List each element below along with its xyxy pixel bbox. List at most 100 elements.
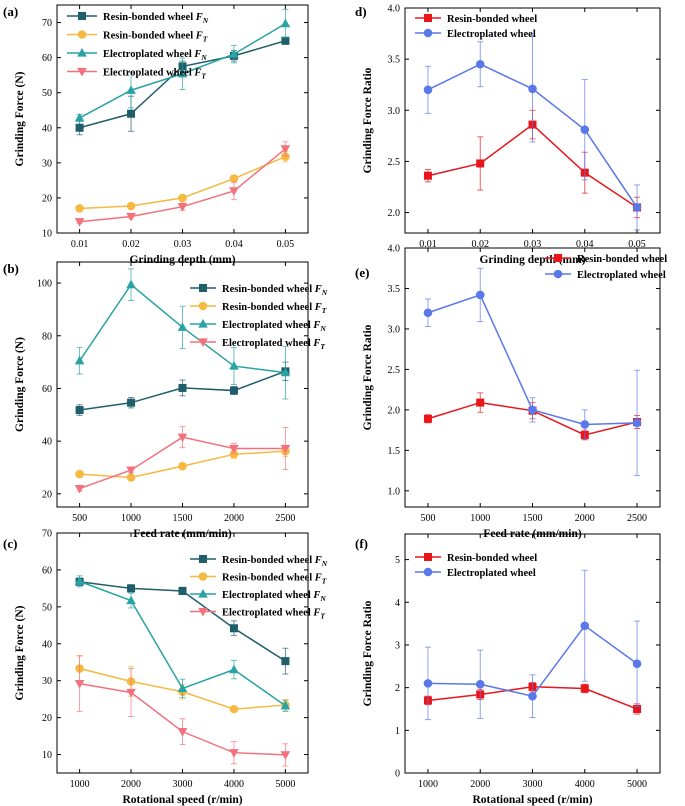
- x-tick-label: 3000: [523, 779, 543, 790]
- x-tick-label: 500: [72, 513, 87, 524]
- chart-panel-c: 1000 2000 3000 4000 5000 10 20 30 40 50 60 70 Rotati…: [3, 529, 328, 806]
- x-tick-label: 5000: [275, 779, 295, 790]
- series-1: [423, 35, 642, 231]
- panel-label: (b): [3, 261, 19, 276]
- data-point: [177, 728, 188, 737]
- y-tick-label: 40: [42, 437, 52, 448]
- legend-force-subscript: T: [203, 35, 208, 44]
- data-point: [178, 586, 187, 595]
- data-point: [74, 576, 85, 585]
- data-point: [229, 361, 239, 370]
- legend-force-symbol: F: [193, 31, 203, 42]
- data-point: [177, 322, 188, 331]
- y-axis-label: Grinding Force (N): [14, 605, 26, 700]
- data-point: [74, 112, 85, 122]
- data-point: [178, 383, 187, 392]
- x-axis-label: Rotational speed (r/min): [122, 794, 242, 806]
- legend-marker: [77, 48, 87, 57]
- panel-label: (e): [355, 265, 369, 280]
- data-point: [281, 36, 290, 45]
- legend-force-subscript: N: [202, 16, 209, 25]
- legend-marker: [199, 284, 207, 292]
- data-point: [229, 624, 238, 633]
- legend-force-subscript: N: [321, 559, 328, 568]
- data-point: [423, 171, 432, 180]
- y-tick-label: 5: [395, 555, 400, 566]
- y-tick-label: 70: [42, 529, 52, 540]
- legend-force-subscript: N: [200, 53, 207, 62]
- data-point: [476, 398, 485, 407]
- legend-marker: [553, 269, 563, 279]
- legend-marker: [424, 14, 432, 22]
- legend-marker: [77, 30, 87, 39]
- x-tick-label: 2500: [275, 513, 295, 524]
- x-tick-label: 0.04: [576, 239, 594, 250]
- y-tick-label: 100: [37, 279, 52, 290]
- legend-label: Electroplated wheel: [447, 568, 536, 579]
- y-tick-label: 3.5: [388, 284, 401, 295]
- legend-label: Electroplated wheel: [447, 29, 536, 40]
- legend-marker: [198, 607, 208, 617]
- legend-label: Resin-bonded wheel FT: [222, 302, 327, 315]
- data-point: [126, 473, 136, 482]
- x-tick-label: 0.05: [628, 239, 646, 250]
- legend: Resin-bonded wheel FN Resin-bonded wheel …: [190, 284, 328, 351]
- y-axis-label: Grinding Force Ratio: [362, 324, 374, 430]
- data-point: [177, 433, 188, 443]
- data-point: [580, 125, 590, 135]
- legend-label: Resin-bonded wheel FN: [222, 555, 328, 568]
- data-point: [126, 595, 136, 605]
- y-tick-label: 60: [42, 565, 52, 576]
- y-tick-label: 4.0: [388, 4, 401, 15]
- y-tick-label: 2.5: [388, 365, 401, 376]
- chart-panel-a: 0.01 0.02 0.03 0.04 0.05 10 20 30 40 50 60 70 Grindi…: [3, 4, 309, 266]
- x-tick-label: 3000: [173, 779, 193, 790]
- y-tick-label: 60: [42, 384, 52, 395]
- data-point: [74, 355, 85, 365]
- data-point: [476, 159, 485, 168]
- chart-panel-e: 500 1000 1500 2000 2500 1.0 1.5 2.0 2.5 3.0 3.5 4.0…: [355, 244, 667, 541]
- x-tick-label: 5000: [627, 779, 647, 790]
- legend-marker: [77, 67, 87, 77]
- data-point: [632, 659, 642, 669]
- series-2: [74, 9, 291, 122]
- data-point: [126, 688, 136, 698]
- series-3: [74, 141, 291, 227]
- data-point: [178, 461, 187, 471]
- legend-marker: [199, 555, 207, 563]
- legend-marker: [78, 12, 86, 20]
- y-tick-label: 4: [395, 598, 400, 609]
- data-point: [75, 406, 84, 415]
- data-point: [229, 187, 239, 196]
- data-point: [423, 414, 432, 423]
- x-tick-label: 0.01: [419, 239, 437, 250]
- data-point: [528, 691, 537, 701]
- x-tick-label: 1000: [470, 513, 490, 524]
- data-point: [229, 749, 239, 758]
- data-point: [580, 420, 590, 429]
- chart-panel-f: 1000 2000 3000 4000 5000 0 1 2 3 4 5 Rotational spe…: [355, 533, 661, 806]
- legend: Resin-bonded wheel FN Resin-bonded wheel …: [67, 12, 209, 81]
- data-point: [475, 290, 485, 300]
- data-point: [423, 85, 433, 95]
- y-tick-label: 20: [42, 193, 52, 204]
- y-tick-label: 1.0: [388, 486, 401, 497]
- data-point: [177, 68, 188, 78]
- series-3: [74, 426, 291, 494]
- data-point: [280, 751, 291, 760]
- x-tick-label: 2000: [121, 779, 141, 790]
- data-point: [177, 683, 188, 693]
- legend-force-symbol: F: [192, 68, 202, 79]
- panel-label: (f): [355, 536, 368, 551]
- legend-force-subscript: T: [201, 72, 206, 81]
- data-point: [127, 109, 136, 118]
- y-axis-label: Grinding Force Ratio: [362, 600, 374, 706]
- y-axis-label: Grinding Force (N): [14, 71, 26, 166]
- y-tick-label: 2.5: [388, 157, 401, 168]
- legend-label: Resin-bonded wheel FT: [103, 31, 208, 44]
- x-tick-label: 0.01: [71, 239, 89, 250]
- data-point: [633, 704, 642, 713]
- legend-force-subscript: T: [322, 306, 327, 315]
- series-2: [74, 268, 291, 400]
- x-axis-label: Grinding depth (mm): [129, 254, 235, 266]
